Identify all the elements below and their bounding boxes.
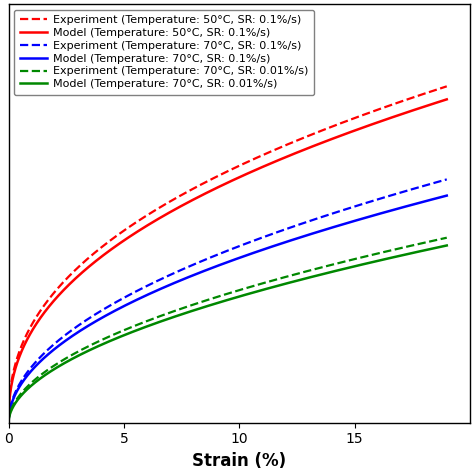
Model (Temperature: 50°C, SR: 0.1%/s): (8.37, 2.44): 50°C, SR: 0.1%/s): (8.37, 2.44) — [199, 192, 204, 198]
Line: Model (Temperature: 70°C, SR: 0.1%/s): Model (Temperature: 70°C, SR: 0.1%/s) — [9, 196, 447, 421]
Experiment (Temperature: 70°C, SR: 0.1%/s): (0.001, 0.019): 70°C, SR: 0.1%/s): (0.001, 0.019) — [6, 418, 11, 424]
Experiment (Temperature: 70°C, SR: 0.01%/s): (8.37, 1.3): 70°C, SR: 0.01%/s): (8.37, 1.3) — [199, 299, 204, 305]
Model (Temperature: 70°C, SR: 0.01%/s): (19, 1.9): 70°C, SR: 0.01%/s): (19, 1.9) — [444, 243, 450, 248]
Legend: Experiment (Temperature: 50°C, SR: 0.1%/s), Model (Temperature: 50°C, SR: 0.1%/s: Experiment (Temperature: 50°C, SR: 0.1%/… — [14, 10, 314, 95]
Model (Temperature: 70°C, SR: 0.01%/s): (0.001, 0.0103): 70°C, SR: 0.01%/s): (0.001, 0.0103) — [6, 419, 11, 424]
Experiment (Temperature: 70°C, SR: 0.01%/s): (15.2, 1.77): 70°C, SR: 0.01%/s): (15.2, 1.77) — [356, 255, 361, 261]
Experiment (Temperature: 70°C, SR: 0.1%/s): (13, 2.17): 70°C, SR: 0.1%/s): (13, 2.17) — [307, 218, 312, 224]
Model (Temperature: 70°C, SR: 0.1%/s): (19, 2.44): 70°C, SR: 0.1%/s): (19, 2.44) — [444, 193, 450, 199]
Model (Temperature: 70°C, SR: 0.01%/s): (13, 1.56): 70°C, SR: 0.01%/s): (13, 1.56) — [307, 274, 312, 280]
Model (Temperature: 70°C, SR: 0.01%/s): (14.8, 1.67): 70°C, SR: 0.01%/s): (14.8, 1.67) — [347, 264, 353, 270]
Model (Temperature: 50°C, SR: 0.1%/s): (15.2, 3.15): 50°C, SR: 0.1%/s): (15.2, 3.15) — [356, 127, 361, 132]
Model (Temperature: 70°C, SR: 0.01%/s): (7.68, 1.18): 70°C, SR: 0.01%/s): (7.68, 1.18) — [183, 310, 189, 316]
Model (Temperature: 70°C, SR: 0.01%/s): (1.94, 0.568): 70°C, SR: 0.01%/s): (1.94, 0.568) — [50, 367, 56, 373]
Model (Temperature: 50°C, SR: 0.1%/s): (7.68, 2.36): 50°C, SR: 0.1%/s): (7.68, 2.36) — [183, 201, 189, 206]
Model (Temperature: 70°C, SR: 0.1%/s): (1.94, 0.78): 70°C, SR: 0.1%/s): (1.94, 0.78) — [50, 347, 56, 353]
Line: Model (Temperature: 70°C, SR: 0.01%/s): Model (Temperature: 70°C, SR: 0.01%/s) — [9, 246, 447, 421]
Experiment (Temperature: 70°C, SR: 0.1%/s): (1.94, 0.836): 70°C, SR: 0.1%/s): (1.94, 0.836) — [50, 342, 56, 348]
Line: Experiment (Temperature: 70°C, SR: 0.01%/s): Experiment (Temperature: 70°C, SR: 0.01%… — [9, 238, 447, 421]
Experiment (Temperature: 50°C, SR: 0.1%/s): (8.37, 2.56): 50°C, SR: 0.1%/s): (8.37, 2.56) — [199, 182, 204, 187]
Experiment (Temperature: 50°C, SR: 0.1%/s): (15.2, 3.29): 50°C, SR: 0.1%/s): (15.2, 3.29) — [356, 114, 361, 119]
Experiment (Temperature: 70°C, SR: 0.1%/s): (7.68, 1.66): 70°C, SR: 0.1%/s): (7.68, 1.66) — [183, 265, 189, 271]
Model (Temperature: 50°C, SR: 0.1%/s): (14.8, 3.12): 50°C, SR: 0.1%/s): (14.8, 3.12) — [347, 129, 353, 135]
Experiment (Temperature: 70°C, SR: 0.1%/s): (8.37, 1.74): 70°C, SR: 0.1%/s): (8.37, 1.74) — [199, 258, 204, 264]
Experiment (Temperature: 70°C, SR: 0.01%/s): (7.68, 1.24): 70°C, SR: 0.01%/s): (7.68, 1.24) — [183, 304, 189, 310]
Experiment (Temperature: 70°C, SR: 0.01%/s): (1.94, 0.607): 70°C, SR: 0.01%/s): (1.94, 0.607) — [50, 363, 56, 369]
Experiment (Temperature: 50°C, SR: 0.1%/s): (1.94, 1.39): 50°C, SR: 0.1%/s): (1.94, 1.39) — [50, 291, 56, 296]
Model (Temperature: 50°C, SR: 0.1%/s): (19, 3.48): 50°C, SR: 0.1%/s): (19, 3.48) — [444, 97, 450, 102]
Experiment (Temperature: 50°C, SR: 0.1%/s): (7.68, 2.47): 50°C, SR: 0.1%/s): (7.68, 2.47) — [183, 190, 189, 195]
Experiment (Temperature: 70°C, SR: 0.1%/s): (19, 2.62): 70°C, SR: 0.1%/s): (19, 2.62) — [444, 176, 450, 182]
Model (Temperature: 50°C, SR: 0.1%/s): (1.94, 1.3): 50°C, SR: 0.1%/s): (1.94, 1.3) — [50, 299, 56, 304]
Model (Temperature: 50°C, SR: 0.1%/s): (13, 2.96): 50°C, SR: 0.1%/s): (13, 2.96) — [307, 145, 312, 150]
Model (Temperature: 70°C, SR: 0.01%/s): (15.2, 1.69): 70°C, SR: 0.01%/s): (15.2, 1.69) — [356, 263, 361, 268]
Line: Experiment (Temperature: 50°C, SR: 0.1%/s): Experiment (Temperature: 50°C, SR: 0.1%/… — [9, 86, 447, 417]
Experiment (Temperature: 70°C, SR: 0.1%/s): (15.2, 2.34): 70°C, SR: 0.1%/s): (15.2, 2.34) — [356, 202, 361, 208]
Experiment (Temperature: 70°C, SR: 0.01%/s): (19, 1.99): 70°C, SR: 0.01%/s): (19, 1.99) — [444, 235, 450, 241]
Model (Temperature: 70°C, SR: 0.1%/s): (15.2, 2.18): 70°C, SR: 0.1%/s): (15.2, 2.18) — [356, 217, 361, 223]
Experiment (Temperature: 50°C, SR: 0.1%/s): (13, 3.09): 50°C, SR: 0.1%/s): (13, 3.09) — [307, 133, 312, 138]
Experiment (Temperature: 70°C, SR: 0.1%/s): (14.8, 2.31): 70°C, SR: 0.1%/s): (14.8, 2.31) — [347, 205, 353, 210]
Line: Experiment (Temperature: 70°C, SR: 0.1%/s): Experiment (Temperature: 70°C, SR: 0.1%/… — [9, 179, 447, 421]
Experiment (Temperature: 70°C, SR: 0.01%/s): (13, 1.64): 70°C, SR: 0.01%/s): (13, 1.64) — [307, 268, 312, 273]
Model (Temperature: 70°C, SR: 0.1%/s): (0.001, 0.0177): 70°C, SR: 0.1%/s): (0.001, 0.0177) — [6, 418, 11, 424]
Experiment (Temperature: 50°C, SR: 0.1%/s): (19, 3.62): 50°C, SR: 0.1%/s): (19, 3.62) — [444, 83, 450, 89]
Experiment (Temperature: 50°C, SR: 0.1%/s): (14.8, 3.26): 50°C, SR: 0.1%/s): (14.8, 3.26) — [347, 117, 353, 122]
Model (Temperature: 70°C, SR: 0.1%/s): (7.68, 1.55): 70°C, SR: 0.1%/s): (7.68, 1.55) — [183, 275, 189, 281]
Line: Model (Temperature: 50°C, SR: 0.1%/s): Model (Temperature: 50°C, SR: 0.1%/s) — [9, 100, 447, 418]
Model (Temperature: 50°C, SR: 0.1%/s): (0.001, 0.0503): 50°C, SR: 0.1%/s): (0.001, 0.0503) — [6, 415, 11, 421]
Model (Temperature: 70°C, SR: 0.01%/s): (8.37, 1.23): 70°C, SR: 0.01%/s): (8.37, 1.23) — [199, 305, 204, 311]
Model (Temperature: 70°C, SR: 0.1%/s): (13, 2.02): 70°C, SR: 0.1%/s): (13, 2.02) — [307, 232, 312, 237]
X-axis label: Strain (%): Strain (%) — [192, 452, 286, 470]
Experiment (Temperature: 50°C, SR: 0.1%/s): (0.001, 0.0577): 50°C, SR: 0.1%/s): (0.001, 0.0577) — [6, 414, 11, 420]
Model (Temperature: 70°C, SR: 0.1%/s): (8.37, 1.62): 70°C, SR: 0.1%/s): (8.37, 1.62) — [199, 269, 204, 275]
Experiment (Temperature: 70°C, SR: 0.01%/s): (14.8, 1.75): 70°C, SR: 0.01%/s): (14.8, 1.75) — [347, 257, 353, 263]
Model (Temperature: 70°C, SR: 0.1%/s): (14.8, 2.16): 70°C, SR: 0.1%/s): (14.8, 2.16) — [347, 219, 353, 225]
Experiment (Temperature: 70°C, SR: 0.01%/s): (0.001, 0.0118): 70°C, SR: 0.01%/s): (0.001, 0.0118) — [6, 419, 11, 424]
